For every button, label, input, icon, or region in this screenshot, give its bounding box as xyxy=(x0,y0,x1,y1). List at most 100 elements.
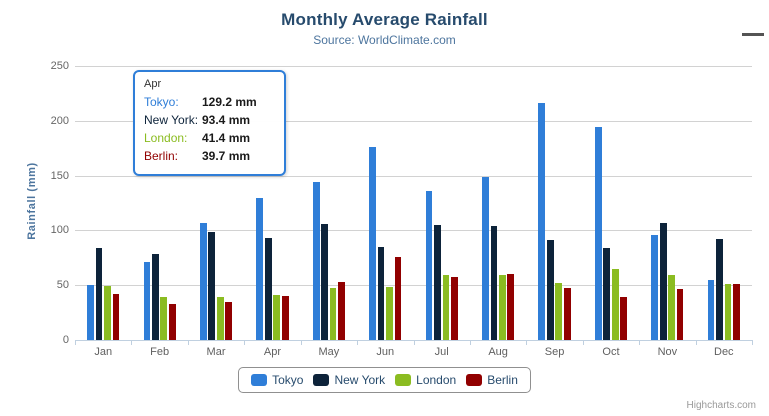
x-axis-tick xyxy=(131,340,133,345)
legend-label: London xyxy=(416,373,457,387)
bar-tokyo-jul[interactable] xyxy=(425,191,433,340)
bar-berlin-sep[interactable] xyxy=(563,287,571,340)
bar-tokyo-jun[interactable] xyxy=(369,147,376,340)
x-axis-label-sep: Sep xyxy=(544,346,565,358)
x-axis-label-jun: Jun xyxy=(376,346,395,358)
bar-tokyo-apr[interactable] xyxy=(256,198,264,340)
legend-swatch-london xyxy=(395,374,412,386)
legend-item-berlin[interactable]: Berlin xyxy=(466,373,518,387)
bar-london-jan[interactable] xyxy=(104,286,111,340)
bar-new-york-may[interactable] xyxy=(321,223,329,340)
x-axis-tick xyxy=(187,340,189,345)
x-axis-tick xyxy=(752,340,753,345)
x-axis-label-dec: Dec xyxy=(714,346,734,358)
y-axis-label: 100 xyxy=(50,224,69,237)
bar-london-jun[interactable] xyxy=(386,287,393,340)
x-axis-tick xyxy=(639,340,641,345)
bar-tokyo-sep[interactable] xyxy=(538,102,546,340)
bar-london-sep[interactable] xyxy=(555,282,563,340)
x-axis-label-may: May xyxy=(318,346,340,358)
bar-new-york-aug[interactable] xyxy=(490,225,498,340)
bar-new-york-mar[interactable] xyxy=(208,232,216,340)
x-axis-label-apr: Apr xyxy=(263,346,282,358)
legend-item-london[interactable]: London xyxy=(395,373,456,387)
tooltip-series-value: 39.7 mm xyxy=(202,149,251,163)
legend-label: Berlin xyxy=(487,373,518,387)
chart-context-menu-button[interactable] xyxy=(731,26,764,39)
tooltip-series-label: Tokyo: xyxy=(144,95,179,109)
legend-item-tokyo[interactable]: Tokyo xyxy=(251,373,303,387)
bar-london-nov[interactable] xyxy=(668,275,675,340)
x-axis-label-jul: Jul xyxy=(434,346,449,358)
bar-london-dec[interactable] xyxy=(724,283,732,340)
x-axis-tick xyxy=(582,340,584,345)
bar-tokyo-mar[interactable] xyxy=(199,223,207,340)
bar-berlin-mar[interactable] xyxy=(225,302,233,340)
bar-london-aug[interactable] xyxy=(498,274,506,340)
bar-london-oct[interactable] xyxy=(611,268,619,340)
tooltip-series-value: 41.4 mm xyxy=(202,131,251,145)
x-axis-label-jan: Jan xyxy=(94,346,113,358)
bar-london-jul[interactable] xyxy=(442,275,450,340)
y-axis-label: 0 xyxy=(62,334,69,346)
bar-tokyo-may[interactable] xyxy=(312,182,320,340)
tooltip-series-label: Berlin: xyxy=(144,149,179,163)
bar-berlin-apr[interactable] xyxy=(281,296,289,340)
x-axis-label-mar: Mar xyxy=(206,346,226,358)
gridline xyxy=(75,230,752,232)
tooltip-series-value: 129.2 mm xyxy=(202,95,257,109)
x-axis-tick xyxy=(75,340,76,345)
bar-berlin-jul[interactable] xyxy=(451,277,458,340)
bar-new-york-jun[interactable] xyxy=(377,247,385,340)
bar-new-york-dec[interactable] xyxy=(716,238,723,340)
x-axis-tick xyxy=(413,340,415,345)
bar-berlin-oct[interactable] xyxy=(620,297,628,340)
x-axis-tick xyxy=(469,340,471,345)
highcharts-credits-link[interactable]: Highcharts.com xyxy=(686,400,756,411)
x-axis-tick xyxy=(300,340,302,345)
y-axis-label: 250 xyxy=(50,60,69,72)
bar-new-york-nov[interactable] xyxy=(659,223,667,340)
legend-swatch-tokyo xyxy=(251,374,268,386)
bar-london-mar[interactable] xyxy=(216,296,224,340)
bar-berlin-feb[interactable] xyxy=(168,303,176,340)
bar-tokyo-dec[interactable] xyxy=(707,280,715,340)
tooltip-series-value: 93.4 mm xyxy=(202,113,251,127)
bar-new-york-jul[interactable] xyxy=(434,224,441,340)
bar-berlin-jan[interactable] xyxy=(112,293,120,340)
bar-new-york-feb[interactable] xyxy=(152,253,159,340)
bar-tokyo-nov[interactable] xyxy=(651,235,659,340)
bar-berlin-may[interactable] xyxy=(338,282,345,340)
chart-title: Monthly Average Rainfall xyxy=(281,10,488,29)
bar-london-apr[interactable] xyxy=(273,294,281,340)
legend: Tokyo New York London Berlin xyxy=(0,367,769,393)
bar-new-york-jan[interactable] xyxy=(95,248,103,340)
legend-item-new-york[interactable]: New York xyxy=(313,373,385,387)
gridline xyxy=(75,175,752,177)
bar-london-may[interactable] xyxy=(329,288,337,340)
bar-new-york-sep[interactable] xyxy=(546,240,554,340)
bar-berlin-jun[interactable] xyxy=(394,257,402,340)
bar-new-york-apr[interactable] xyxy=(264,237,272,340)
y-axis-label: 200 xyxy=(50,114,69,127)
tooltip: Apr Tokyo: 129.2 mm New York: 93.4 mm London… xyxy=(133,70,286,176)
gridline xyxy=(75,285,752,287)
bar-new-york-oct[interactable] xyxy=(603,248,611,340)
bar-london-feb[interactable] xyxy=(160,297,168,340)
tooltip-header: Apr xyxy=(144,78,162,90)
y-axis-label: 150 xyxy=(50,169,69,182)
bar-tokyo-aug[interactable] xyxy=(482,177,489,340)
x-axis-label-nov: Nov xyxy=(657,346,678,358)
legend-label: New York xyxy=(334,373,386,387)
bar-berlin-nov[interactable] xyxy=(676,288,684,340)
bar-tokyo-feb[interactable] xyxy=(143,261,151,340)
legend-label: Tokyo xyxy=(272,373,304,387)
legend-swatch-new-york xyxy=(313,374,330,386)
bar-berlin-dec[interactable] xyxy=(733,283,740,340)
bar-berlin-aug[interactable] xyxy=(507,273,515,340)
bar-tokyo-jan[interactable] xyxy=(87,285,94,340)
x-axis-tick xyxy=(357,340,359,345)
bar-tokyo-oct[interactable] xyxy=(594,127,602,340)
